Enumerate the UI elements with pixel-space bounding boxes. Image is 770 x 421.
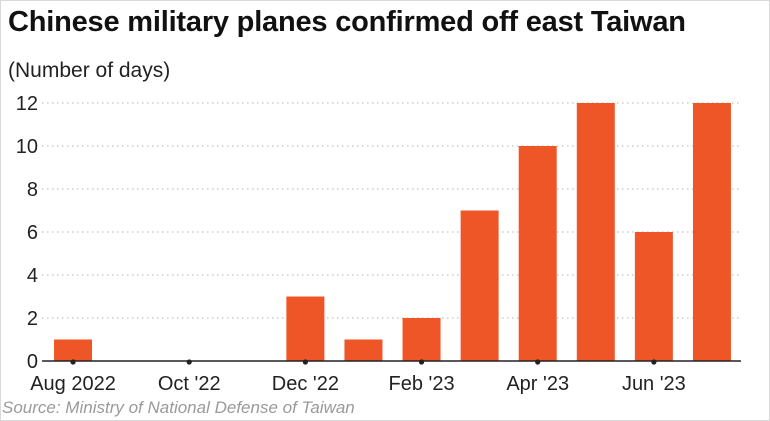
chart-title: Chinese military planes confirmed off ea… [8, 6, 686, 38]
x-tick-label: Dec '22 [272, 373, 339, 395]
source-note: Source: Ministry of National Defense of … [2, 398, 355, 417]
x-tick-label: Apr '23 [506, 373, 569, 395]
bar [286, 296, 325, 361]
y-tick-label: 0 [27, 351, 38, 373]
x-tick-mark [70, 359, 76, 365]
y-tick-label: 10 [16, 136, 38, 158]
bar [344, 339, 383, 361]
bar [460, 210, 499, 361]
bar [518, 146, 557, 361]
bar [54, 339, 93, 361]
y-axis-unit-label: (Number of days) [8, 59, 171, 82]
x-tick-label: Jun '23 [622, 373, 686, 395]
x-tick-mark [651, 359, 657, 365]
y-tick-label: 2 [27, 308, 38, 330]
x-tick-label: Oct '22 [158, 373, 221, 395]
bar [402, 318, 441, 361]
bar [634, 232, 673, 361]
x-tick-mark [302, 359, 308, 365]
y-tick-label: 4 [27, 265, 38, 287]
bar [576, 103, 615, 361]
x-tick-mark [535, 359, 541, 365]
bars [54, 103, 731, 361]
y-axis-ticks: 0 2 4 6 8 10 12 [16, 93, 38, 373]
gridlines [42, 102, 741, 319]
y-tick-label: 6 [27, 222, 38, 244]
x-axis-ticks: Aug 2022 Oct '22 Dec '22 Feb '23 Apr '23 Jun … [30, 359, 686, 395]
bar [692, 103, 731, 361]
y-tick-label: 12 [16, 93, 38, 115]
x-tick-mark [186, 359, 192, 365]
x-tick-label: Feb '23 [388, 373, 454, 395]
y-tick-label: 8 [27, 179, 38, 201]
x-tick-mark [418, 359, 425, 365]
x-tick-label: Aug 2022 [30, 373, 116, 395]
